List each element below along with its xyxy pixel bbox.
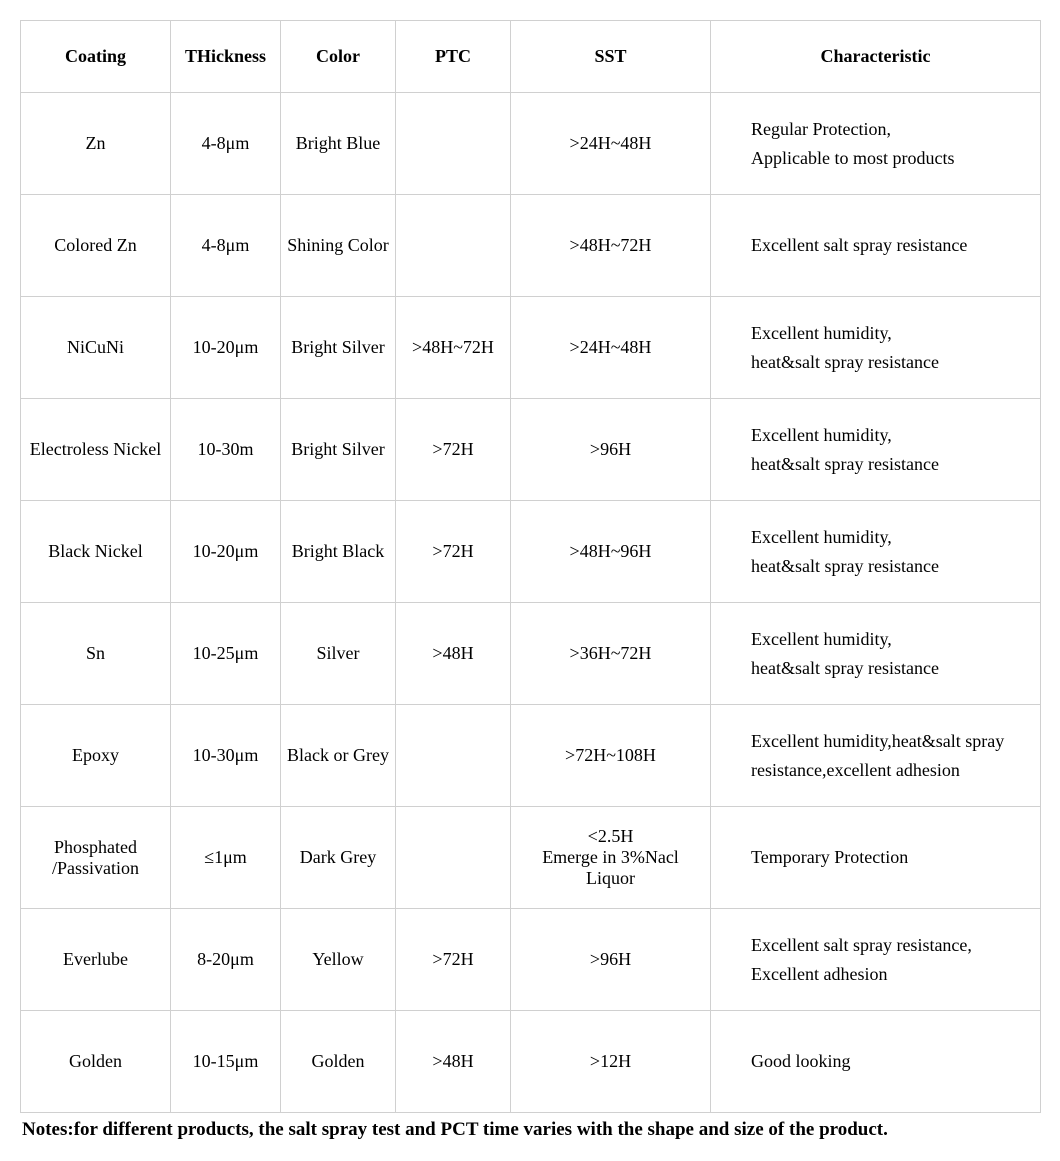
cell-coating: Colored Zn	[21, 195, 171, 297]
cell-coating: Electroless Nickel	[21, 399, 171, 501]
cell-thickness: ≤1μm	[171, 807, 281, 909]
cell-thickness: 4-8μm	[171, 195, 281, 297]
cell-color: Yellow	[281, 909, 396, 1011]
cell-characteristic: Excellent humidity,heat&salt spray resis…	[711, 297, 1041, 399]
cell-thickness: 8-20μm	[171, 909, 281, 1011]
table-row: Phosphated /Passivation ≤1μm Dark Grey <…	[21, 807, 1041, 909]
cell-color: Black or Grey	[281, 705, 396, 807]
cell-characteristic: Excellent humidity,heat&salt spray resis…	[711, 705, 1041, 807]
cell-ptc: >72H	[396, 399, 511, 501]
cell-thickness: 10-30m	[171, 399, 281, 501]
cell-color: Golden	[281, 1011, 396, 1113]
cell-ptc: >72H	[396, 501, 511, 603]
cell-coating: Black Nickel	[21, 501, 171, 603]
cell-characteristic: Excellent salt spray resistance	[711, 195, 1041, 297]
cell-sst: >12H	[511, 1011, 711, 1113]
cell-coating: Everlube	[21, 909, 171, 1011]
table-row: Electroless Nickel 10-30m Bright Silver …	[21, 399, 1041, 501]
table-row: Zn 4-8μm Bright Blue >24H~48H Regular Pr…	[21, 93, 1041, 195]
cell-ptc	[396, 705, 511, 807]
cell-color: Bright Silver	[281, 399, 396, 501]
notes-text: Notes:for different products, the salt s…	[20, 1119, 1040, 1141]
cell-characteristic: Excellent humidity,heat&salt spray resis…	[711, 603, 1041, 705]
cell-coating: Golden	[21, 1011, 171, 1113]
cell-ptc: >48H	[396, 603, 511, 705]
coating-table: Coating THickness Color PTC SST Characte…	[20, 20, 1041, 1113]
cell-thickness: 10-20μm	[171, 501, 281, 603]
table-row: Epoxy 10-30μm Black or Grey >72H~108H Ex…	[21, 705, 1041, 807]
cell-color: Bright Blue	[281, 93, 396, 195]
cell-color: Shining Color	[281, 195, 396, 297]
cell-characteristic: Excellent humidity,heat&salt spray resis…	[711, 501, 1041, 603]
cell-thickness: 10-25μm	[171, 603, 281, 705]
table-row: Sn 10-25μm Silver >48H >36H~72H Excellen…	[21, 603, 1041, 705]
col-header-coating: Coating	[21, 21, 171, 93]
table-row: Golden 10-15μm Golden >48H >12H Good loo…	[21, 1011, 1041, 1113]
table-row: NiCuNi 10-20μm Bright Silver >48H~72H >2…	[21, 297, 1041, 399]
cell-sst: <2.5HEmerge in 3%Nacl Liquor	[511, 807, 711, 909]
cell-sst: >96H	[511, 399, 711, 501]
cell-thickness: 4-8μm	[171, 93, 281, 195]
table-row: Colored Zn 4-8μm Shining Color >48H~72H …	[21, 195, 1041, 297]
col-header-thickness: THickness	[171, 21, 281, 93]
cell-thickness: 10-20μm	[171, 297, 281, 399]
cell-color: Dark Grey	[281, 807, 396, 909]
cell-color: Bright Black	[281, 501, 396, 603]
cell-characteristic: Regular Protection,Applicable to most pr…	[711, 93, 1041, 195]
cell-characteristic: Excellent humidity,heat&salt spray resis…	[711, 399, 1041, 501]
col-header-characteristic: Characteristic	[711, 21, 1041, 93]
cell-characteristic: Excellent salt spray resistance,Excellen…	[711, 909, 1041, 1011]
cell-sst: >24H~48H	[511, 93, 711, 195]
cell-sst: >96H	[511, 909, 711, 1011]
cell-thickness: 10-15μm	[171, 1011, 281, 1113]
cell-sst: >36H~72H	[511, 603, 711, 705]
cell-coating: Zn	[21, 93, 171, 195]
cell-ptc	[396, 195, 511, 297]
cell-characteristic: Temporary Protection	[711, 807, 1041, 909]
col-header-color: Color	[281, 21, 396, 93]
cell-color: Silver	[281, 603, 396, 705]
cell-sst: >72H~108H	[511, 705, 711, 807]
table-body: Zn 4-8μm Bright Blue >24H~48H Regular Pr…	[21, 93, 1041, 1113]
col-header-ptc: PTC	[396, 21, 511, 93]
cell-thickness: 10-30μm	[171, 705, 281, 807]
table-header-row: Coating THickness Color PTC SST Characte…	[21, 21, 1041, 93]
cell-ptc: >48H	[396, 1011, 511, 1113]
col-header-sst: SST	[511, 21, 711, 93]
cell-characteristic: Good looking	[711, 1011, 1041, 1113]
cell-coating: NiCuNi	[21, 297, 171, 399]
cell-sst: >24H~48H	[511, 297, 711, 399]
cell-ptc: >72H	[396, 909, 511, 1011]
cell-coating: Epoxy	[21, 705, 171, 807]
cell-coating: Phosphated /Passivation	[21, 807, 171, 909]
cell-sst: >48H~72H	[511, 195, 711, 297]
cell-coating: Sn	[21, 603, 171, 705]
cell-ptc: >48H~72H	[396, 297, 511, 399]
cell-color: Bright Silver	[281, 297, 396, 399]
table-row: Black Nickel 10-20μm Bright Black >72H >…	[21, 501, 1041, 603]
cell-ptc	[396, 93, 511, 195]
table-row: Everlube 8-20μm Yellow >72H >96H Excelle…	[21, 909, 1041, 1011]
cell-sst: >48H~96H	[511, 501, 711, 603]
cell-ptc	[396, 807, 511, 909]
